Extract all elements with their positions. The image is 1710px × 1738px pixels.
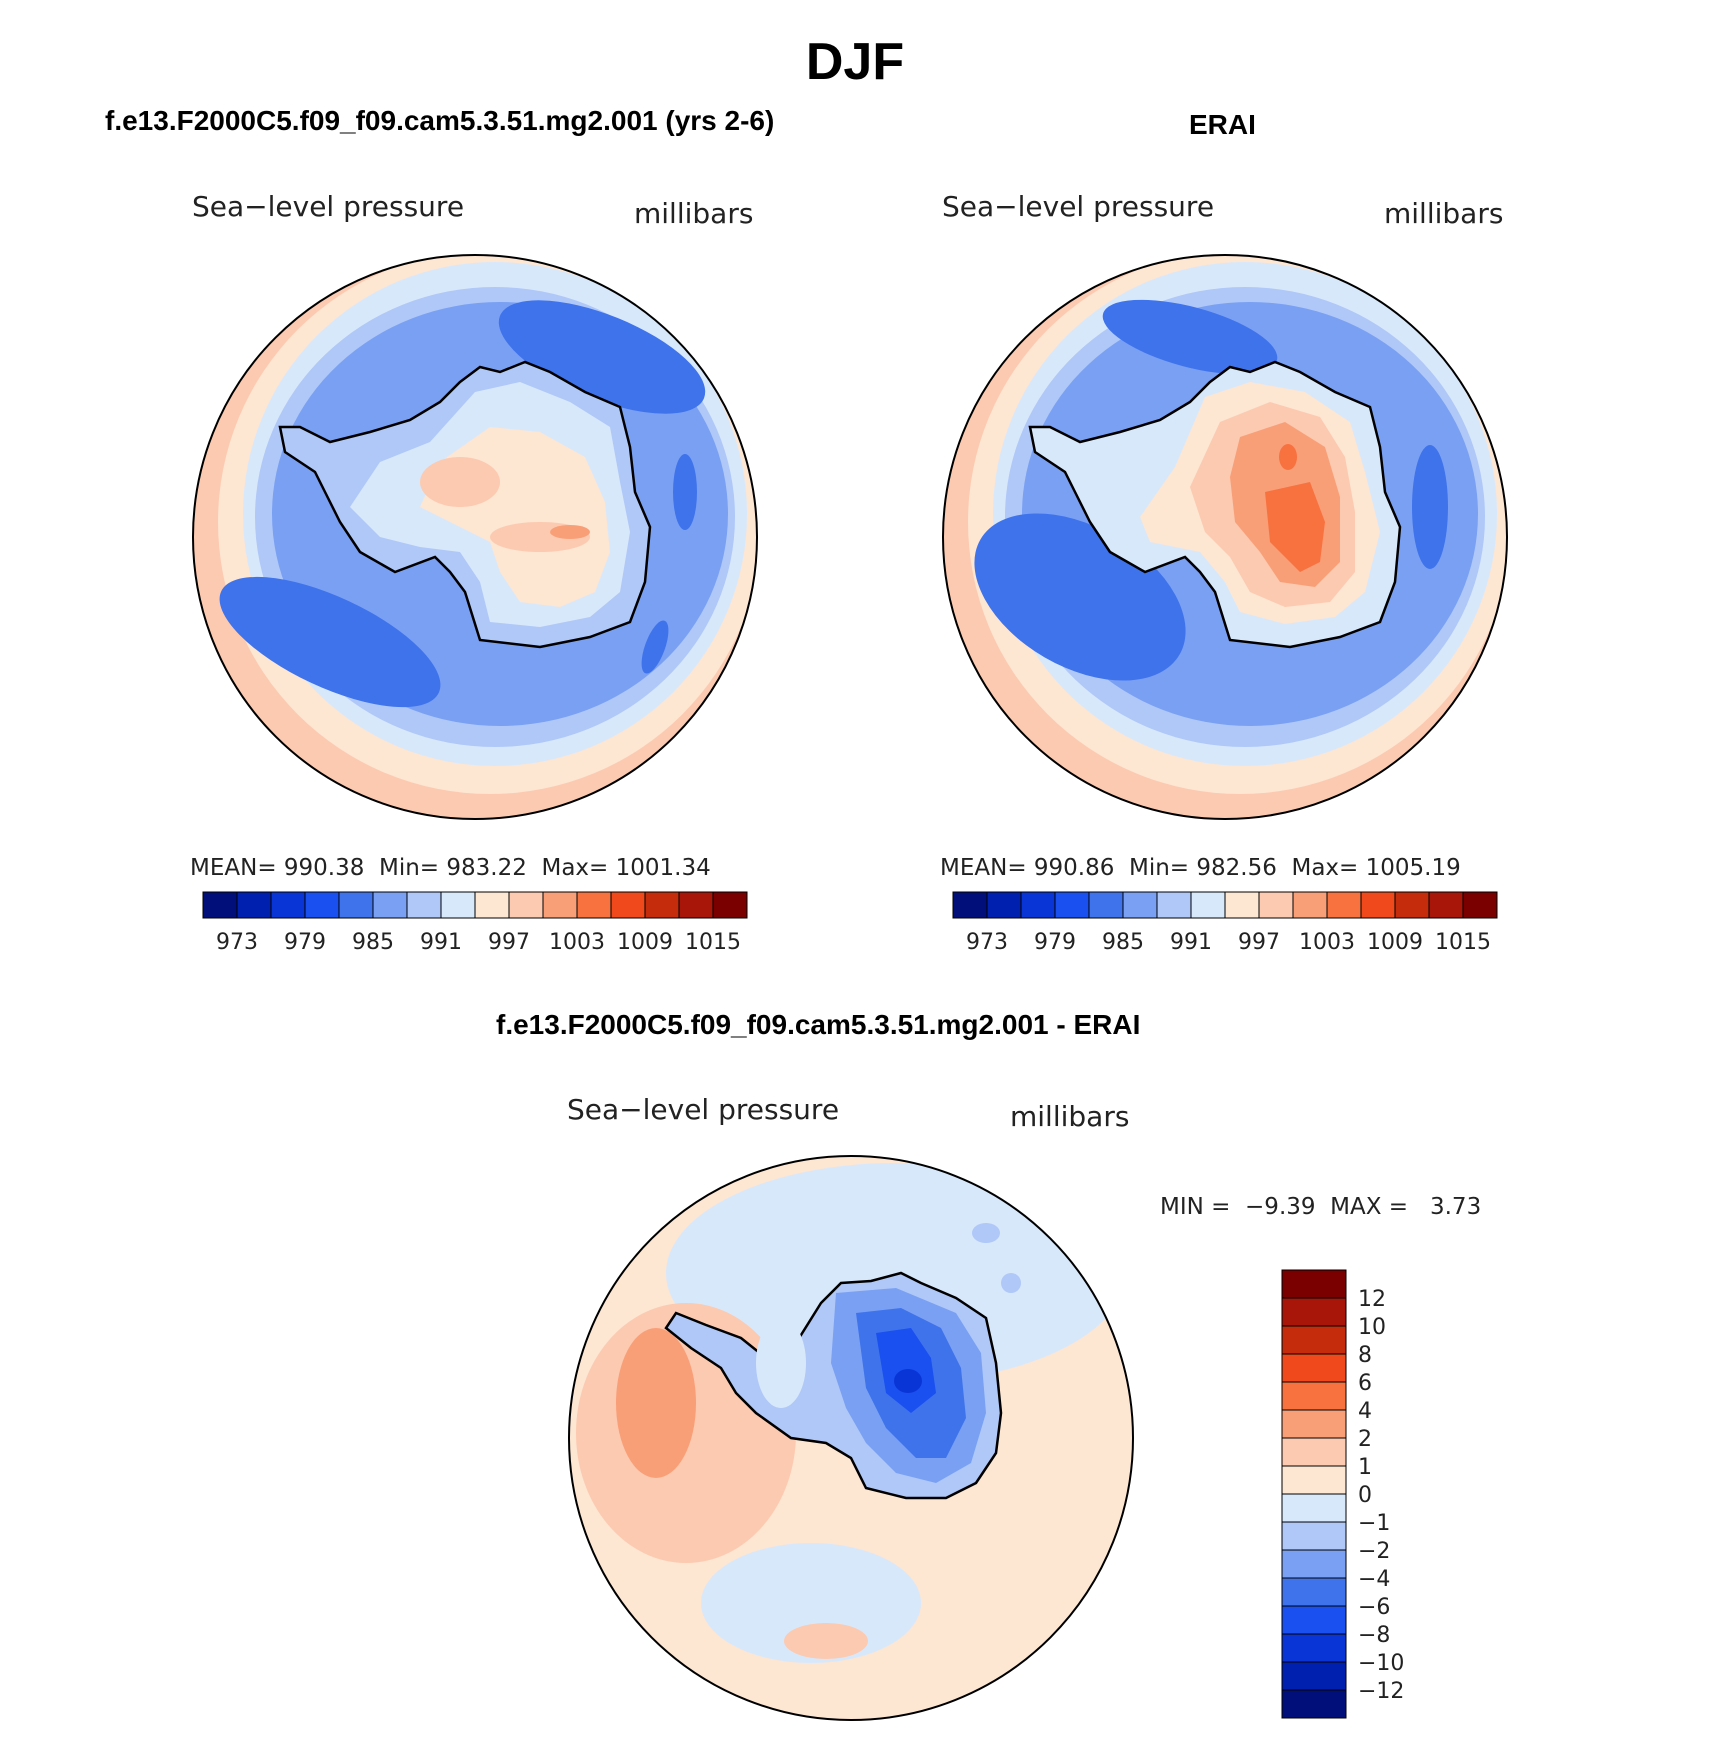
- colorbar-tick-label: −12: [1358, 1679, 1404, 1704]
- erai-panel-title: ERAI: [1189, 109, 1256, 140]
- colorbar-tick-label: −10: [1358, 1651, 1404, 1676]
- colorbar-swatch: [1281, 1689, 1347, 1719]
- colorbar-swatch: [1281, 1269, 1347, 1299]
- colorbar-swatch: [1281, 1633, 1347, 1663]
- colorbar-tick-label: 1003: [1299, 930, 1355, 955]
- season-title: DJF: [805, 33, 905, 91]
- colorbar-swatch: [1190, 891, 1226, 919]
- colorbar-tick-label: −8: [1358, 1623, 1390, 1648]
- diff-stats: MIN = −9.39 MAX = 3.73: [1160, 1194, 1482, 1220]
- colorbar-tick-label: 997: [1238, 930, 1280, 955]
- colorbar-swatch: [1326, 891, 1362, 919]
- diff-variable-label: Sea−level pressure: [567, 1093, 840, 1126]
- colorbar-swatch: [1281, 1521, 1347, 1551]
- colorbar-tick-label: 979: [1034, 930, 1076, 955]
- colorbar-swatch: [372, 891, 408, 919]
- colorbar-tick-label: 985: [352, 930, 394, 955]
- colorbar-swatch: [1281, 1549, 1347, 1579]
- colorbar-tick-label: 4: [1358, 1399, 1372, 1424]
- model-units-label: millibars: [634, 197, 754, 230]
- colorbar-swatch: [508, 891, 544, 919]
- colorbar-tick-label: −2: [1358, 1539, 1390, 1564]
- colorbar-swatch: [440, 891, 476, 919]
- erai-units-label: millibars: [1384, 197, 1504, 230]
- colorbar-swatch: [338, 891, 374, 919]
- colorbar-swatch: [1281, 1353, 1347, 1383]
- model-map: [192, 254, 758, 820]
- colorbar-tick-label: 2: [1358, 1427, 1372, 1452]
- erai-colorbar: 973 979 985 991 997 1003 1009 1015: [952, 891, 1498, 955]
- colorbar-tick-label: 1003: [549, 930, 605, 955]
- colorbar-swatch: [1281, 1577, 1347, 1607]
- colorbar-swatch: [610, 891, 646, 919]
- colorbar-tick-label: 985: [1102, 930, 1144, 955]
- colorbar-swatch: [236, 891, 272, 919]
- colorbar-tick-label: −1: [1358, 1511, 1390, 1536]
- colorbar-swatch: [1122, 891, 1158, 919]
- colorbar-tick-label: 1009: [617, 930, 673, 955]
- colorbar-tick-label: 991: [420, 930, 462, 955]
- colorbar-swatch: [1281, 1493, 1347, 1523]
- colorbar-tick-label: 979: [284, 930, 326, 955]
- colorbar-swatch: [1281, 1325, 1347, 1355]
- colorbar-swatch: [1281, 1381, 1347, 1411]
- colorbar-swatch: [1258, 891, 1294, 919]
- colorbar-tick-label: 6: [1358, 1371, 1372, 1396]
- model-variable-label: Sea−level pressure: [192, 190, 465, 223]
- colorbar-swatch: [1281, 1605, 1347, 1635]
- colorbar-swatch: [1088, 891, 1124, 919]
- diff-units-label: millibars: [1010, 1100, 1130, 1133]
- erai-stats: MEAN= 990.86 Min= 982.56 Max= 1005.19: [940, 855, 1461, 881]
- diff-panel-title: f.e13.F2000C5.f09_f09.cam5.3.51.mg2.001 …: [496, 1009, 1141, 1040]
- colorbar-tick-label: −4: [1358, 1567, 1390, 1592]
- colorbar-swatch: [1224, 891, 1260, 919]
- colorbar-swatch: [1020, 891, 1056, 919]
- colorbar-swatch: [1428, 891, 1464, 919]
- colorbar-tick-label: 1: [1358, 1455, 1372, 1480]
- model-stats: MEAN= 990.38 Min= 983.22 Max= 1001.34: [190, 855, 711, 881]
- colorbar-tick-label: 0: [1358, 1483, 1372, 1508]
- colorbar-swatch: [202, 891, 238, 919]
- colorbar-tick-label: 973: [966, 930, 1008, 955]
- colorbar-tick-label: 12: [1358, 1287, 1386, 1312]
- colorbar-swatch: [1054, 891, 1090, 919]
- colorbar-swatch: [1462, 891, 1498, 919]
- colorbar-swatch: [1281, 1409, 1347, 1439]
- colorbar-swatch: [1281, 1661, 1347, 1691]
- model-panel-title: f.e13.F2000C5.f09_f09.cam5.3.51.mg2.001 …: [105, 105, 775, 136]
- colorbar-swatch: [542, 891, 578, 919]
- colorbar-swatch: [1394, 891, 1430, 919]
- colorbar-swatch: [304, 891, 340, 919]
- colorbar-swatch: [1156, 891, 1192, 919]
- colorbar-tick-label: 997: [488, 930, 530, 955]
- colorbar-swatch: [1281, 1297, 1347, 1327]
- colorbar-swatch: [270, 891, 306, 919]
- colorbar-tick-label: 1015: [1435, 930, 1491, 955]
- colorbar-tick-label: 8: [1358, 1343, 1372, 1368]
- colorbar-swatch: [1360, 891, 1396, 919]
- colorbar-tick-label: 10: [1358, 1315, 1386, 1340]
- colorbar-tick-label: 1015: [685, 930, 741, 955]
- colorbar-tick-label: 991: [1170, 930, 1212, 955]
- colorbar-tick-label: 1009: [1367, 930, 1423, 955]
- model-colorbar: 973 979 985 991 997 1003 1009 1015: [202, 891, 748, 955]
- colorbar-swatch: [576, 891, 612, 919]
- colorbar-swatch: [1281, 1437, 1347, 1467]
- colorbar-tick-label: 973: [216, 930, 258, 955]
- colorbar-swatch: [678, 891, 714, 919]
- colorbar-swatch: [406, 891, 442, 919]
- colorbar-swatch: [712, 891, 748, 919]
- colorbar-swatch: [1292, 891, 1328, 919]
- colorbar-swatch: [474, 891, 510, 919]
- colorbar-swatch: [986, 891, 1022, 919]
- colorbar-swatch: [952, 891, 988, 919]
- erai-map: [942, 254, 1508, 820]
- diff-map: [568, 1155, 1134, 1721]
- colorbar-tick-label: −6: [1358, 1595, 1390, 1620]
- colorbar-swatch: [1281, 1465, 1347, 1495]
- erai-variable-label: Sea−level pressure: [942, 190, 1215, 223]
- colorbar-swatch: [644, 891, 680, 919]
